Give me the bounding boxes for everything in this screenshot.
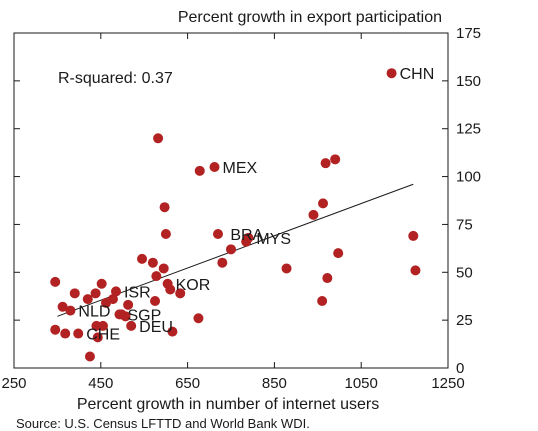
data-point: [318, 198, 329, 209]
data-point: [69, 288, 80, 299]
y-tick-label: 100: [456, 169, 481, 186]
x-tick-label: 850: [262, 375, 287, 392]
x-tick-label: 450: [88, 375, 113, 392]
country-label: DEU: [139, 319, 173, 336]
data-point: [217, 257, 228, 268]
country-label: SGP: [127, 307, 161, 324]
data-point: [50, 324, 61, 335]
data-point: [160, 229, 171, 239]
data-point: [151, 271, 162, 282]
country-label: MEX: [223, 160, 258, 177]
country-label: CHE: [86, 327, 120, 344]
data-point: [120, 311, 131, 322]
country-label: ISR: [124, 284, 151, 301]
data-point: [60, 328, 71, 339]
chart-title: Percent growth in export participation: [178, 9, 442, 26]
x-tick-labels: 250 450 650 850 1050 1250: [1, 375, 464, 392]
data-points: [50, 68, 421, 362]
data-point: [50, 276, 61, 287]
data-point: [165, 284, 176, 295]
data-point: [73, 328, 84, 339]
data-point: [317, 296, 328, 306]
country-label: MYS: [256, 231, 291, 248]
data-point: [57, 301, 68, 312]
source-note: Source: U.S. Census LFTTD and World Bank…: [16, 416, 310, 431]
y-tick-label: 125: [456, 121, 481, 138]
data-point: [97, 320, 108, 331]
x-tick-label: 1250: [431, 375, 464, 392]
data-point: [308, 209, 319, 220]
data-point: [281, 263, 292, 274]
data-point: [137, 253, 148, 264]
data-point: [150, 296, 161, 306]
data-point: [96, 278, 107, 289]
data-point: [243, 232, 254, 243]
data-point: [322, 273, 333, 284]
data-point: [84, 351, 95, 362]
data-point: [153, 133, 164, 144]
data-point: [386, 68, 397, 79]
axis-ticks: [13, 32, 449, 369]
y-tick-label: 50: [456, 264, 473, 281]
y-tick-label: 175: [456, 25, 481, 42]
x-axis-label: Percent growth in number of internet use…: [77, 396, 379, 413]
data-point: [159, 202, 170, 213]
data-point: [193, 313, 204, 324]
data-point: [194, 165, 205, 176]
data-point: [90, 288, 101, 299]
data-point: [107, 294, 118, 305]
data-point: [320, 158, 331, 169]
y-tick-label: 0: [456, 360, 464, 377]
data-point: [92, 332, 103, 343]
data-point: [110, 286, 121, 297]
y-tick-label: 150: [456, 73, 481, 90]
country-label: BRA: [230, 227, 263, 244]
data-point: [147, 257, 158, 268]
y-tick-label: 25: [456, 312, 473, 329]
x-tick-label: 1050: [345, 375, 378, 392]
y-tick-label: 75: [456, 216, 473, 233]
data-point: [226, 244, 236, 255]
data-point: [209, 162, 220, 172]
country-label: CHN: [400, 66, 435, 83]
data-point: [333, 248, 344, 259]
y-tick-labels: 0 25 50 75 100 125 150 175: [456, 25, 481, 377]
data-point: [212, 229, 223, 239]
data-point: [175, 288, 186, 299]
r-squared-annotation: R-squared: 0.37: [58, 70, 173, 87]
data-point: [408, 230, 419, 241]
country-label: KOR: [176, 277, 211, 294]
data-point: [167, 326, 178, 337]
data-point: [82, 294, 93, 305]
x-tick-label: 650: [175, 375, 200, 392]
data-point: [410, 265, 421, 276]
data-point: [65, 305, 76, 316]
data-point: [126, 320, 137, 331]
data-point: [158, 263, 169, 274]
data-point: [123, 299, 134, 310]
plot-frame: [13, 32, 449, 369]
data-point: [330, 154, 341, 165]
country-label: NLD: [78, 304, 110, 321]
x-tick-label: 250: [1, 375, 26, 392]
